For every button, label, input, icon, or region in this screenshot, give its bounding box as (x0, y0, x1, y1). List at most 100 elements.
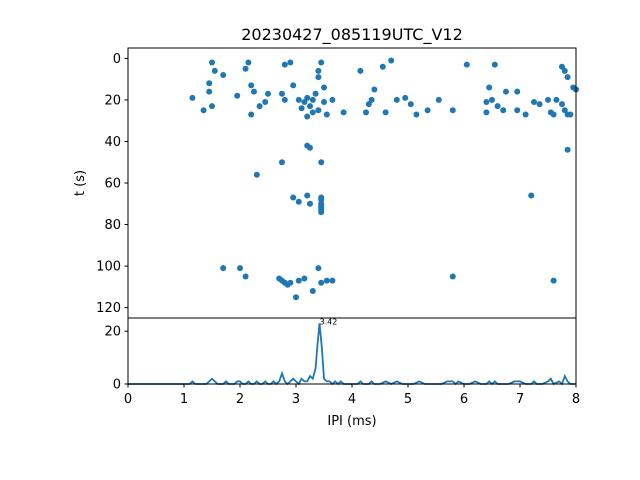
scatter-point (279, 90, 285, 97)
scatter-point (503, 88, 509, 95)
scatter-point (309, 109, 316, 116)
scatter-point (536, 101, 543, 108)
scatter-point (209, 103, 215, 110)
scatter-panel: 0 20 40 60 80 100 120 t (s) (73, 47, 579, 319)
scatter-point (407, 101, 414, 108)
scatter-point (500, 107, 507, 114)
scatter-point (256, 103, 263, 110)
scatter-point (514, 88, 521, 95)
scatter-point (189, 94, 196, 101)
x-tick-label: 3 (292, 392, 300, 407)
scatter-y-axis-label: t (s) (73, 170, 88, 196)
scatter-point (315, 107, 322, 114)
scatter-point (295, 198, 302, 205)
scatter-point (237, 265, 243, 272)
scatter-point (483, 109, 490, 116)
scatter-point (307, 144, 313, 151)
scatter-point (486, 84, 493, 91)
scatter-point (449, 107, 456, 114)
scatter-point (340, 109, 347, 116)
scatter-y-tick-label: 80 (104, 218, 121, 233)
scatter-point (363, 109, 369, 116)
x-tick-label: 6 (460, 392, 468, 407)
x-axis-label: IPI (ms) (327, 414, 376, 429)
scatter-point (368, 96, 375, 103)
scatter-point (550, 277, 557, 284)
scatter-y-tick-label: 40 (104, 135, 121, 150)
scatter-point (545, 96, 551, 103)
x-tick-label: 1 (180, 392, 188, 407)
scatter-y-tick-label: 120 (96, 301, 121, 316)
scatter-point (564, 146, 571, 153)
scatter-point (379, 63, 386, 70)
scatter-point (307, 103, 313, 110)
scatter-point (287, 59, 294, 66)
chart-title: 20230427_085119UTC_V12 (241, 25, 463, 45)
scatter-y-ticks: 0 20 40 60 80 100 120 (96, 52, 128, 316)
scatter-point (329, 96, 336, 103)
scatter-point (307, 200, 313, 207)
scatter-point (301, 275, 308, 282)
scatter-point (253, 171, 260, 178)
scatter-point (321, 84, 327, 91)
scatter-point (514, 107, 521, 114)
histogram-frame (127, 317, 577, 385)
peak-annotation: 3.42 (320, 317, 338, 326)
scatter-point (483, 99, 490, 105)
scatter-point (265, 90, 271, 97)
scatter-point (393, 96, 400, 103)
scatter-point (279, 159, 285, 166)
histogram-y-tick-label: 20 (104, 325, 121, 340)
scatter-point (211, 67, 218, 74)
histogram-panel: 0 1 2 3 4 5 6 7 8 0 20 3.42 IPI (ms) (104, 317, 580, 429)
scatter-point (309, 96, 316, 103)
scatter-point (564, 74, 571, 81)
scatter-point (287, 279, 294, 286)
x-tick-label: 8 (572, 392, 580, 407)
scatter-point (220, 265, 227, 272)
scatter-point (251, 88, 257, 95)
scatter-point (528, 192, 535, 199)
scatter-point (248, 111, 255, 118)
scatter-point (315, 67, 322, 74)
scatter-point (309, 288, 316, 294)
scatter-point (323, 111, 330, 118)
scatter-point (315, 74, 322, 81)
scatter-point (321, 99, 327, 105)
scatter-point (234, 92, 241, 99)
scatter-point (200, 107, 207, 114)
x-tick-label: 5 (404, 392, 412, 407)
scatter-point (245, 59, 252, 66)
scatter-point (209, 59, 215, 66)
scatter-point (298, 105, 305, 112)
scatter-point (567, 111, 574, 118)
scatter-point (304, 192, 311, 199)
scatter-point (248, 82, 255, 89)
scatter-point (242, 273, 249, 280)
x-tick-label: 2 (236, 392, 244, 407)
scatter-point (206, 88, 213, 95)
scatter-point (522, 111, 529, 118)
scatter-point (323, 277, 330, 284)
scatter-point (424, 107, 431, 114)
scatter-point (553, 96, 560, 103)
scatter-point (293, 294, 299, 301)
scatter-point (402, 94, 409, 101)
scatter-point (220, 72, 227, 78)
scatter-point (304, 113, 311, 120)
scatter-point (295, 277, 302, 284)
scatter-point (357, 67, 364, 74)
scatter-point (413, 111, 420, 118)
scatter-point (371, 86, 378, 93)
scatter-point (262, 99, 269, 105)
scatter-point (329, 277, 336, 284)
scatter-point (318, 159, 325, 166)
histogram-x-ticks: 0 1 2 3 4 5 6 7 8 (124, 384, 580, 407)
scatter-point (318, 59, 325, 66)
scatter-point (449, 273, 456, 280)
scatter-point (301, 99, 308, 105)
scatter-point (206, 80, 213, 87)
scatter-point (312, 90, 319, 97)
scatter-point (318, 196, 325, 203)
